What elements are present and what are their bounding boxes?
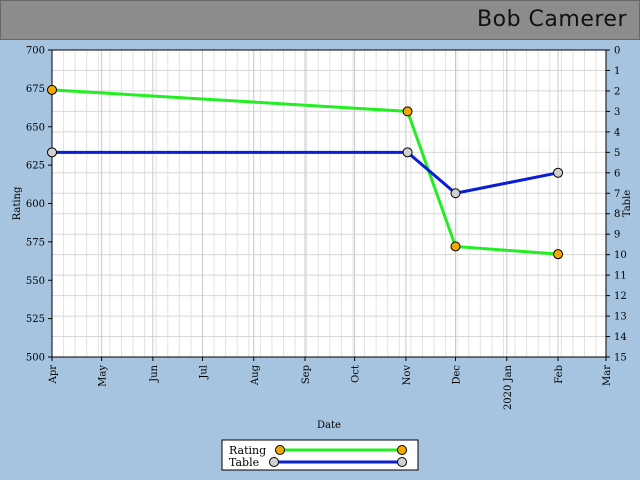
legend-marker — [397, 445, 407, 455]
y-left-tick-label: 525 — [26, 314, 45, 325]
legend-marker — [397, 457, 407, 467]
y-right-tick-label: 8 — [614, 209, 620, 220]
legend-marker — [269, 457, 279, 467]
y-left-tick-label: 625 — [26, 161, 45, 172]
y-left-tick-label: 575 — [26, 237, 45, 248]
y-left-tick-label: 675 — [26, 84, 45, 95]
player-name: Bob Camerer — [477, 7, 627, 32]
legend-label: Table — [229, 456, 259, 469]
x-tick-label: Dec — [452, 365, 463, 385]
legend-box — [221, 439, 419, 471]
y-right-tick-label: 14 — [614, 332, 627, 343]
y-left-tick-label: 500 — [26, 353, 45, 364]
x-tick-label: Oct — [351, 365, 362, 383]
x-axis-title: Date — [317, 420, 341, 431]
x-tick-label: Mar — [602, 365, 613, 386]
header-bar: Bob Camerer — [0, 0, 640, 40]
y-right-tick-label: 6 — [614, 168, 620, 179]
x-tick-label: Nov — [402, 365, 413, 386]
series-line-table — [52, 150, 559, 195]
x-tick-label: Feb — [554, 365, 565, 384]
y-left-tick-label: 650 — [26, 122, 45, 133]
data-point-table — [450, 188, 461, 199]
legend-marker — [275, 445, 285, 455]
x-tick-label: May — [98, 365, 109, 387]
data-point-rating — [553, 249, 564, 260]
y-right-tick-label: 4 — [614, 127, 620, 138]
x-tick-label: Jul — [198, 365, 209, 380]
y-right-tick-label: 3 — [614, 107, 620, 118]
data-point-table — [402, 147, 413, 158]
x-tick-label: Jun — [149, 364, 160, 382]
data-point-rating — [450, 241, 461, 252]
y-left-tick-label: 700 — [26, 46, 45, 57]
x-tick-label: 2020 Jan — [503, 364, 514, 410]
y-right-tick-label: 7 — [614, 189, 620, 200]
data-point-rating — [47, 84, 57, 95]
data-point-table — [553, 167, 564, 178]
x-tick-label: Apr — [48, 365, 59, 385]
y-right-tick-label: 10 — [614, 250, 627, 261]
y-right-tick-label: 15 — [614, 353, 627, 364]
y-left-tick-label: 550 — [26, 276, 45, 287]
y-left-axis-title: Rating — [12, 186, 23, 220]
y-right-tick-label: 1 — [614, 66, 620, 77]
data-point-rating — [402, 106, 413, 117]
series-line-rating — [51, 88, 559, 256]
y-left-tick-label: 600 — [26, 199, 45, 210]
y-right-tick-label: 11 — [614, 271, 627, 282]
y-right-tick-label: 2 — [614, 86, 620, 97]
legend-label: Rating — [229, 444, 266, 457]
x-tick-label: Sep — [301, 365, 312, 384]
y-right-tick-label: 13 — [614, 312, 627, 323]
x-tick-label: Aug — [250, 364, 261, 386]
data-point-table — [47, 147, 57, 158]
y-right-tick-label: 12 — [614, 291, 627, 302]
y-right-tick-label: 0 — [614, 46, 620, 57]
y-right-axis-title: Table — [622, 190, 633, 217]
y-right-tick-label: 5 — [614, 148, 620, 159]
y-right-tick-label: 9 — [614, 230, 620, 241]
